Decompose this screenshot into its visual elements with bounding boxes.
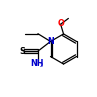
Text: 2: 2	[40, 63, 43, 68]
Text: NH: NH	[31, 59, 44, 68]
Text: N: N	[47, 37, 54, 46]
Text: S: S	[19, 47, 25, 56]
Text: O: O	[57, 19, 64, 28]
